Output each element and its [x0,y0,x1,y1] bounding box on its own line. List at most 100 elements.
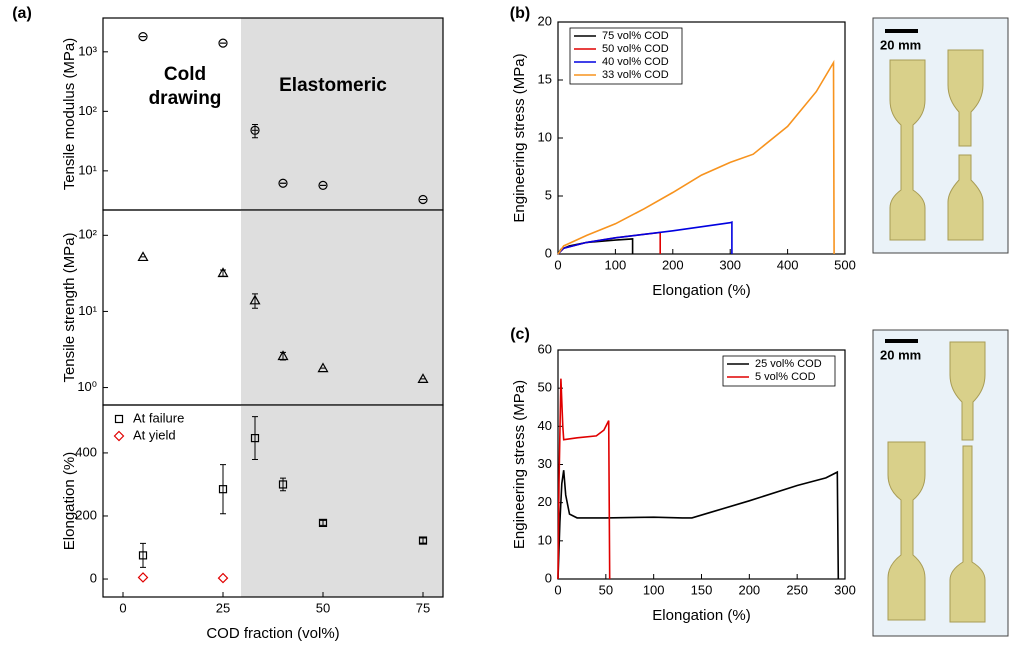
y-tick-label: 40 [538,418,552,433]
line [557,220,733,255]
error-bar [252,416,258,461]
annotation: Cold [164,64,206,85]
x-tick-label: 50 [599,582,613,597]
photo-c: 20 mm [872,329,1009,637]
y-axis-label: Elongation (%) [61,452,78,550]
y-tick-label: 0 [545,245,552,260]
y-axis-label: Tensile modulus (MPa) [61,38,78,191]
point [417,373,429,383]
x-tick-label: 150 [691,582,713,597]
x-tick-label: 0 [119,600,126,615]
y-tick-label: 200 [75,507,97,522]
y-tick-label: 0 [90,570,97,585]
y-tick-label: 10² [78,103,97,118]
y-axis-label: Engineering stress (MPa) [511,380,528,549]
plot-frame [102,404,444,598]
error-bar [320,519,326,526]
annotation: drawing [149,88,222,109]
y-tick-label: 400 [75,444,97,459]
y-tick-label: 10¹ [78,162,97,177]
point [217,572,229,584]
x-tick-label: 0 [554,582,561,597]
legend-label: 75 vol% COD [602,30,669,42]
point [418,194,428,205]
photo-b: 20 mm [872,17,1009,254]
x-axis-label: COD fraction (vol%) [206,625,339,642]
x-tick-label: 400 [777,257,799,272]
point [277,350,289,361]
point [218,485,228,494]
legend-frame [722,355,836,387]
x-tick-label: 100 [605,257,627,272]
y-tick-label: 10³ [78,43,97,58]
legend-swatch [114,414,124,424]
shaded-region [241,405,443,597]
scale-label: 20 mm [880,37,921,52]
x-tick-label: 500 [834,257,856,272]
x-tick-label: 75 [416,600,430,615]
panel-label: (c) [510,326,530,343]
error-bar [140,542,146,568]
point [418,536,428,545]
x-tick-label: 100 [643,582,665,597]
y-axis-label: Tensile strength (MPa) [61,232,78,382]
legend-label: 25 vol% COD [755,358,822,370]
y-tick-label: 20 [538,13,552,28]
panel-label: (a) [12,5,32,22]
scale-label: 20 mm [880,347,921,362]
line [557,231,661,255]
y-tick-label: 10 [538,532,552,547]
point [278,480,288,489]
y-tick-label: 0 [545,570,552,585]
legend-label: 33 vol% COD [602,69,669,81]
x-tick-label: 0 [554,257,561,272]
point [250,125,260,135]
point [250,434,260,443]
y-tick-label: 30 [538,456,552,471]
legend-label: At failure [133,410,184,425]
y-tick-label: 60 [538,341,552,356]
point [278,178,288,188]
point [138,551,148,560]
y-tick-label: 50 [538,380,552,395]
legend-label: 40 vol% COD [602,56,669,68]
legend-label: At yield [133,427,176,442]
annotation: Elastomeric [279,75,387,96]
panel-label: (b) [510,5,530,22]
y-tick-label: 15 [538,71,552,86]
x-axis-label: Elongation (%) [652,607,750,624]
legend-label: 5 vol% COD [755,371,816,383]
y-axis-label: Engineering stress (MPa) [511,53,528,222]
line [557,470,840,580]
point [318,518,328,528]
legend-label: 50 vol% COD [602,43,669,55]
point [317,362,329,373]
point [218,38,228,48]
error-bar [420,537,426,544]
error-bar [220,464,226,515]
y-tick-label: 10¹ [78,303,97,318]
point [138,32,148,42]
point [217,267,229,278]
shaded-region [241,210,443,405]
x-tick-label: 300 [834,582,856,597]
error-bar [280,477,286,492]
shaded-region [241,18,443,210]
x-axis-label: Elongation (%) [652,282,750,299]
line [557,59,835,255]
x-tick-label: 200 [662,257,684,272]
y-tick-label: 20 [538,494,552,509]
y-tick-label: 5 [545,187,552,202]
y-tick-label: 10² [78,227,97,242]
point [137,251,149,262]
point [137,572,149,583]
x-tick-label: 250 [786,582,808,597]
x-tick-label: 300 [719,257,741,272]
x-tick-label: 25 [216,600,230,615]
point [318,180,328,190]
y-tick-label: 10 [538,129,552,144]
x-tick-label: 50 [316,600,330,615]
x-tick-label: 200 [738,582,760,597]
point [249,294,261,305]
y-tick-label: 10⁰ [77,379,97,394]
